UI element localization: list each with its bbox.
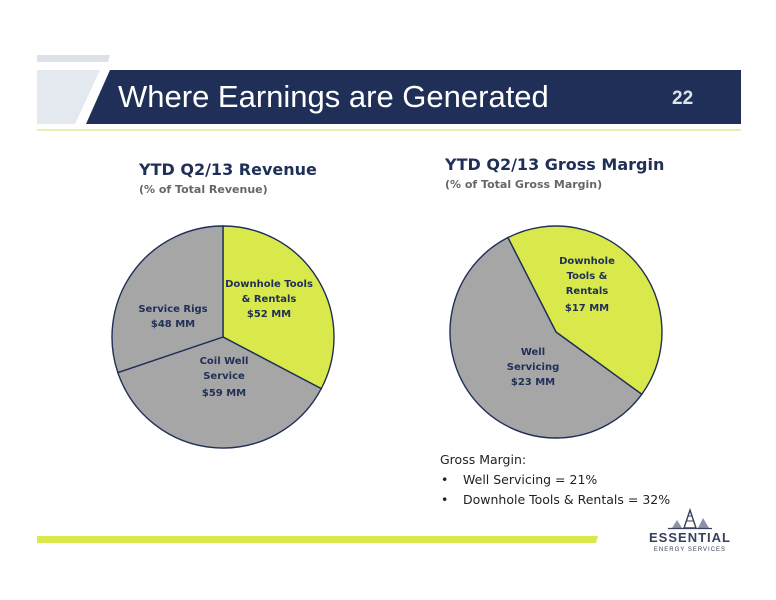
revenue-pie-chart	[111, 225, 335, 449]
revenue-label-downhole: Downhole Tools & Rentals $52 MM	[225, 279, 313, 320]
header-banner	[37, 55, 741, 131]
revenue-slice-2	[116, 336, 323, 449]
revenue-label-coil: Coil Well Service $59 MM	[199, 356, 249, 399]
footer-bar	[37, 536, 598, 543]
bullet-icon: •	[441, 492, 449, 507]
footer-lime-stripe	[37, 536, 598, 543]
slide-number: 22	[672, 88, 694, 109]
oil-derrick-icon	[668, 508, 712, 530]
notes-heading: Gross Margin:	[440, 452, 527, 467]
list-item: • Downhole Tools & Rentals = 32%	[440, 490, 670, 510]
margin-chart-subtitle: (% of Total Gross Margin)	[445, 178, 603, 191]
revenue-label-service-rigs: Service Rigs $48 MM	[138, 304, 208, 330]
header-left-light-band	[37, 70, 100, 124]
header-accent-tab	[37, 55, 110, 62]
margin-slice-2	[449, 236, 643, 439]
list-item: • Well Servicing = 21%	[440, 470, 670, 490]
revenue-chart-title: YTD Q2/13 Revenue	[139, 160, 317, 179]
logo-wordmark: ESSENTIAL	[649, 530, 731, 545]
revenue-chart-subtitle: (% of Total Revenue)	[139, 183, 268, 196]
revenue-slice-3	[111, 225, 224, 374]
margin-pie-chart	[449, 225, 663, 439]
header-navy-band	[86, 70, 741, 124]
margin-label-well-servicing: Well Servicing $23 MM	[506, 347, 560, 388]
bullet-icon: •	[441, 472, 449, 487]
gross-margin-notes: Gross Margin: • Well Servicing = 21% • Dow…	[440, 452, 670, 510]
logo-subtitle: ENERGY SERVICES	[653, 547, 727, 553]
margin-label-downhole: Downhole Tools & Rentals $17 MM	[559, 256, 615, 314]
margin-chart-title: YTD Q2/13 Gross Margin	[445, 155, 665, 174]
notes-list: • Well Servicing = 21% • Downhole Tools & …	[440, 470, 670, 510]
revenue-slice-1	[222, 225, 335, 390]
slide-title: Where Earnings are Generated	[118, 79, 549, 114]
margin-slice-1	[506, 225, 663, 396]
